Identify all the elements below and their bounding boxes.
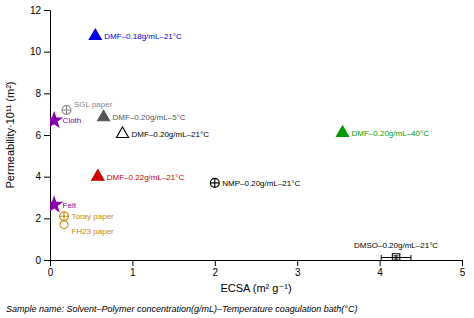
tick-label: 0	[35, 255, 41, 266]
tick-label: 5	[460, 267, 466, 278]
tick: 3	[295, 260, 301, 278]
tick: 5	[460, 260, 466, 278]
tick-mark	[44, 135, 50, 136]
point-label: Felt	[63, 201, 77, 210]
square-marker	[392, 254, 399, 260]
chart: 012345024681012ECSA (m² g⁻¹)Permeability…	[0, 0, 474, 318]
tick: 6	[35, 130, 50, 141]
tick-label: 10	[30, 46, 42, 57]
circle-marker	[60, 221, 68, 229]
triangle-marker	[336, 126, 348, 137]
triangle-marker	[97, 110, 109, 121]
tick: 0	[35, 255, 50, 266]
tick: 1	[130, 260, 136, 278]
circle-plus-marker	[60, 212, 69, 221]
tick: 4	[377, 260, 383, 278]
point-label: DMF–0.18g/mL–21°C	[104, 32, 182, 41]
tick: 0	[48, 260, 54, 278]
tick-label: 1	[130, 267, 136, 278]
tick-label: 4	[377, 267, 383, 278]
tick: 2	[213, 260, 219, 278]
tick-mark	[44, 52, 50, 53]
y-axis: 0 2 4 6 8 10 12	[30, 5, 51, 266]
tick-mark	[380, 260, 381, 266]
tick-label: 8	[35, 88, 41, 99]
y-axis-title: Permeability·10¹¹ (m²)	[4, 82, 16, 189]
point-label: DMF–0.20g/mL–40°C	[352, 129, 430, 138]
tick: 12	[30, 5, 50, 16]
star-marker	[50, 197, 62, 211]
tick-label: 2	[213, 267, 219, 278]
circle-plus-marker	[62, 106, 71, 115]
point-label: SGL paper	[74, 100, 113, 109]
footnote: Sample name: Solvent–Polymer concentrati…	[6, 304, 357, 314]
tick: 10	[30, 46, 50, 57]
tick-mark	[462, 260, 463, 266]
tick-label: 4	[35, 171, 41, 182]
triangle-marker	[89, 29, 101, 40]
tick-mark	[44, 260, 50, 261]
axis-line	[51, 261, 463, 267]
tick: 4	[35, 171, 50, 182]
tick-mark	[44, 218, 50, 219]
error-bar	[381, 255, 411, 260]
tick-mark	[297, 260, 298, 266]
point-label: DMF–0.20g/mL–5°C	[113, 113, 186, 122]
tick-mark	[215, 260, 216, 266]
plot: 012345024681012ECSA (m² g⁻¹)Permeability…	[4, 5, 466, 294]
tick-label: 2	[35, 213, 41, 224]
tick-mark	[44, 177, 50, 178]
tick-mark	[44, 93, 50, 94]
point-label: DMSO–0.20g/mL–21°C	[354, 241, 438, 250]
tick-label: 12	[30, 5, 42, 16]
tick: 8	[35, 88, 50, 99]
circle-plus-marker	[210, 178, 219, 187]
star-marker	[50, 113, 62, 127]
point-label: DMF–0.22g/mL–21°C	[107, 173, 185, 182]
point-label: DMF–0.20g/mL–21°C	[132, 130, 210, 139]
tick-mark	[44, 10, 50, 11]
point-label: Toray paper	[72, 212, 115, 221]
x-axis-title: ECSA (m² g⁻¹)	[220, 282, 291, 294]
tick-label: 3	[295, 267, 301, 278]
tick-label: 0	[48, 267, 54, 278]
point-label: NMP–0.20g/mL–21°C	[222, 179, 300, 188]
x-axis: 0 1 2 3 4 5	[48, 260, 466, 278]
tick-label: 6	[35, 130, 41, 141]
triangle-marker	[92, 170, 104, 181]
point-label: Cloth	[63, 116, 82, 125]
tick: 2	[35, 213, 50, 224]
point-labels: DMF–0.18g/mL–21°C DMF–0.20g/mL–5°C DMF–0.2…	[63, 32, 439, 250]
point-label: FH23 paper	[72, 227, 115, 236]
marks	[50, 29, 411, 260]
triangle-marker	[116, 127, 128, 138]
axis-line	[44, 11, 51, 261]
tick-mark	[132, 260, 133, 266]
